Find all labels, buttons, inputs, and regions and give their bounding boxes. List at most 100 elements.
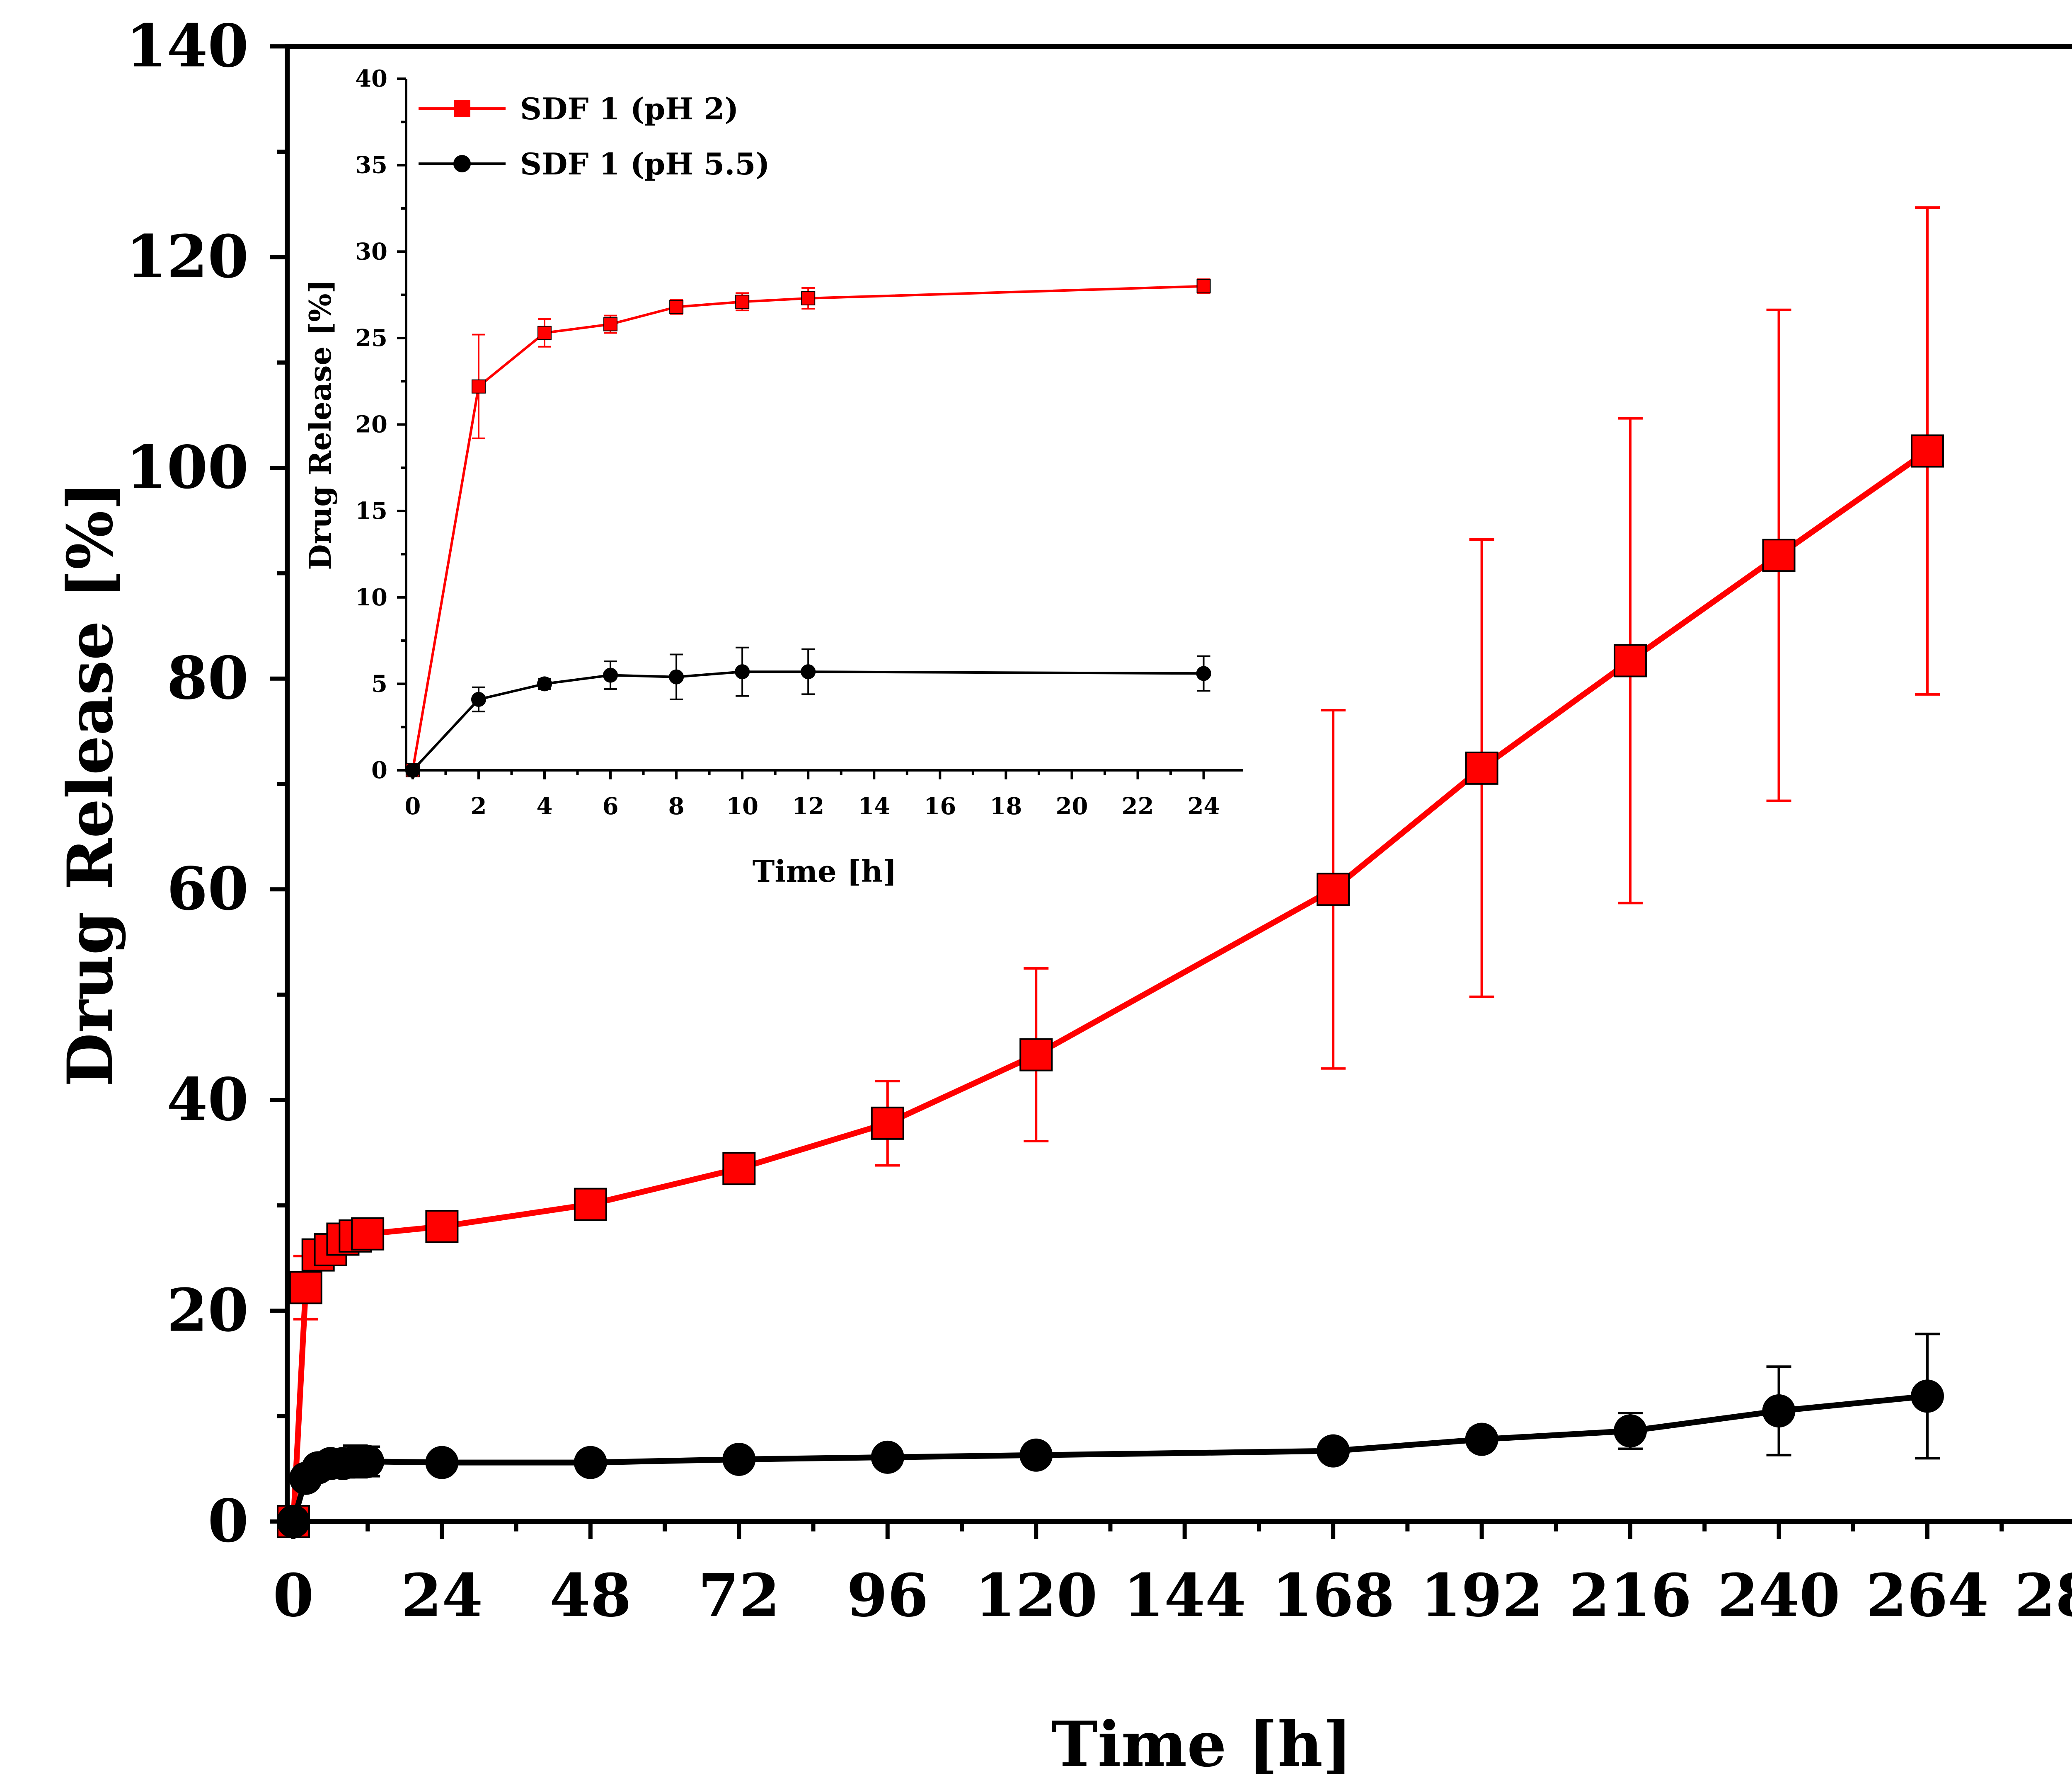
inset-x-tick-label: 20 [1055, 793, 1088, 820]
main-x-tick-label: 168 [1272, 1561, 1394, 1630]
main-series-ph5-5-marker [871, 1440, 904, 1474]
main-x-tick-label: 192 [1420, 1561, 1543, 1630]
main-series-ph2-marker [1910, 434, 1944, 468]
inset-x-tick-label: 24 [1188, 793, 1220, 820]
main-x-tick-label: 48 [549, 1561, 632, 1630]
main-series-ph2-marker [351, 1217, 385, 1251]
inset-x-tick-label: 16 [924, 793, 956, 820]
legend-label-ph2: SDF 1 (pH 2) [520, 91, 738, 126]
main-series-ph2-marker [425, 1210, 459, 1243]
main-series-ph2-marker [289, 1271, 322, 1304]
main-series-ph2-marker [1317, 873, 1350, 906]
main-y-tick-label: 20 [167, 1276, 249, 1345]
main-x-tick-label: 24 [401, 1561, 483, 1630]
inset-y-tick-label: 30 [355, 238, 387, 265]
inset-y-tick-label: 10 [355, 584, 387, 611]
inset-legend: SDF 1 (pH 2) SDF 1 (pH 5.5) [419, 91, 770, 181]
main-series-ph5-5-marker [1465, 1422, 1498, 1456]
main-series-ph2-marker [1762, 539, 1796, 572]
main-series-ph5-5-marker [425, 1446, 459, 1479]
inset-series-ph5-5-marker [735, 664, 750, 680]
inset-x-tick-label: 8 [668, 793, 685, 820]
inset-x-tick-label: 6 [603, 793, 619, 820]
main-series-ph5-5-marker [276, 1505, 310, 1538]
main-x-tick-label: 72 [698, 1561, 780, 1630]
inset-y-axis-label: Drug Release [%] [303, 279, 338, 570]
main-series-ph2-marker [1614, 644, 1647, 677]
inset-y-tick-label: 25 [355, 324, 387, 352]
main-y-axis-label: Drug Release [%] [54, 481, 127, 1087]
legend-marker-ph5-5 [453, 155, 471, 172]
inset-series-ph2-marker [471, 379, 486, 394]
inset-series-ph5-5-marker [603, 668, 618, 683]
main-series-group [276, 206, 1944, 1538]
inset-x-tick-label: 10 [726, 793, 758, 820]
inset-series-ph2-line [411, 285, 1204, 771]
main-x-tick-label: 120 [975, 1561, 1097, 1630]
inset-x-tick-label: 2 [470, 793, 487, 820]
inset-series-ph5-5-marker [669, 669, 684, 685]
inset-series-ph5-5-marker [537, 676, 552, 692]
legend-marker-ph2 [454, 100, 470, 117]
main-x-tick-label: 288 [2014, 1561, 2072, 1630]
inset-x-axis-label: Time [h] [753, 854, 897, 889]
main-series-ph2-marker [1465, 751, 1498, 785]
main-y-tick-label: 140 [126, 12, 249, 80]
inset-series-group [405, 278, 1211, 778]
legend-entry-ph5-5: SDF 1 (pH 5.5) [419, 146, 770, 181]
inset-series-ph2-marker [669, 300, 684, 314]
inset-series-ph2-marker [1196, 279, 1211, 293]
inset-series-ph5-5-marker [801, 664, 816, 680]
inset-y-tick-label: 5 [371, 670, 387, 697]
inset-series-ph5-5-marker [1196, 666, 1211, 681]
main-series-ph2 [276, 206, 1944, 1538]
main-y-tick-label: 0 [208, 1487, 249, 1555]
main-x-tick-label: 240 [1717, 1561, 1840, 1630]
main-x-tick-label: 216 [1569, 1561, 1692, 1630]
main-x-tick-label: 96 [847, 1561, 929, 1630]
inset-series-ph5-5-marker [471, 692, 486, 707]
inset-y-tick-label: 40 [355, 65, 387, 92]
inset-x-tick-label: 0 [404, 793, 421, 820]
main-x-tick-label: 264 [1866, 1561, 1989, 1630]
inset-series-ph5-5-line [411, 670, 1204, 772]
main-series-ph5-5-marker [574, 1446, 607, 1479]
inset-y-tick-label: 20 [355, 411, 387, 438]
legend-entry-ph2: SDF 1 (pH 2) [419, 91, 738, 126]
inset-x-tick-label: 22 [1122, 793, 1154, 820]
main-series-ph5-5-marker [351, 1445, 385, 1478]
main-y-tick-label: 120 [126, 223, 249, 291]
main-x-axis-label: Time [h] [1051, 1708, 1352, 1778]
inset-x-tick-label: 14 [858, 793, 890, 820]
main-y-tick-label: 60 [167, 855, 249, 924]
main-series-ph5-5-marker [1317, 1434, 1350, 1468]
inset-series-ph2-marker [537, 326, 552, 340]
inset-y-tick-label: 0 [371, 757, 387, 784]
main-x-tick-label: 0 [273, 1561, 314, 1630]
inset-y-tick-label: 35 [355, 152, 387, 179]
main-y-tick-label: 100 [126, 433, 249, 502]
main-series-ph5-5-marker [1614, 1414, 1647, 1448]
main-series-ph2-marker [574, 1188, 607, 1221]
main-chart: 0244872961201441681922162402642880204060… [54, 12, 2072, 1778]
inset-series-ph2-marker [603, 317, 618, 331]
inset-series-ph2 [405, 278, 1211, 777]
main-series-ph2-marker [722, 1152, 756, 1185]
inset-x-tick-label: 12 [792, 793, 824, 820]
inset-y-tick-label: 15 [355, 497, 387, 525]
inset-x-tick-label: 4 [537, 793, 553, 820]
main-series-ph5-5-marker [1762, 1394, 1796, 1427]
main-series-ph5-5-marker [1019, 1438, 1053, 1472]
inset-series-ph5-5 [405, 646, 1211, 778]
main-series-ph2-marker [1019, 1038, 1053, 1072]
inset-series-ph2-marker [735, 295, 750, 309]
inset-x-tick-label: 18 [990, 793, 1022, 820]
main-y-tick-label: 40 [167, 1065, 249, 1134]
main-series-ph2-marker [871, 1106, 904, 1140]
legend-label-ph5-5: SDF 1 (pH 5.5) [520, 146, 770, 181]
inset-background [405, 79, 1243, 768]
main-x-tick-label: 144 [1123, 1561, 1246, 1630]
